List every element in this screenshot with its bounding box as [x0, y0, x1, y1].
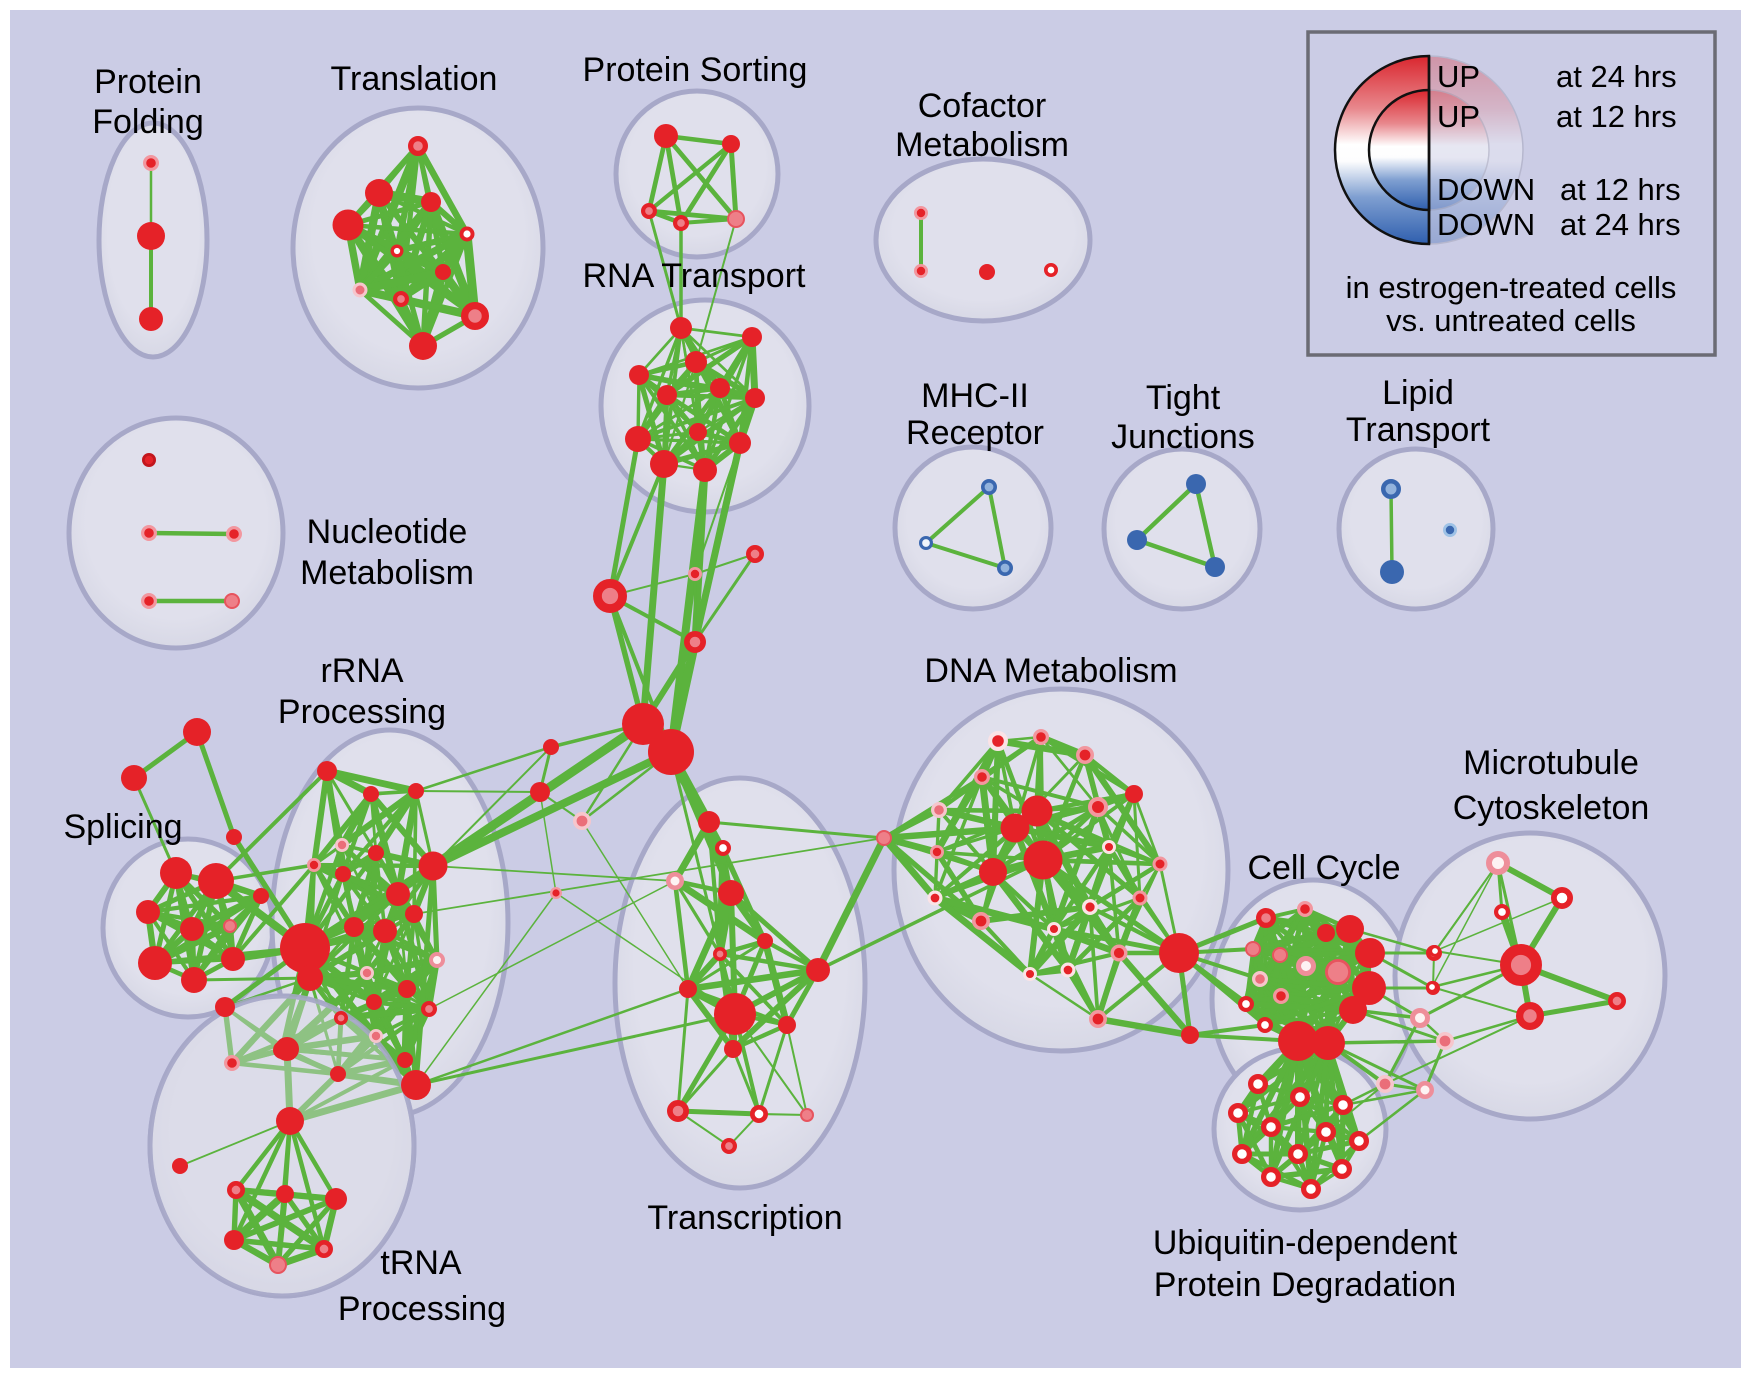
svg-text:at 12 hrs: at 12 hrs	[1556, 99, 1677, 134]
svg-text:Receptor: Receptor	[906, 414, 1044, 452]
svg-text:RNA Transport: RNA Transport	[583, 257, 807, 295]
svg-text:Junctions: Junctions	[1111, 418, 1255, 456]
svg-text:Cofactor: Cofactor	[918, 87, 1047, 125]
svg-text:Transport: Transport	[1346, 411, 1491, 449]
svg-text:rRNA: rRNA	[320, 652, 403, 690]
svg-text:Microtubule: Microtubule	[1463, 744, 1639, 782]
svg-text:vs. untreated cells: vs. untreated cells	[1386, 303, 1636, 338]
svg-text:Folding: Folding	[92, 103, 204, 141]
svg-text:Lipid: Lipid	[1382, 374, 1454, 412]
svg-text:Translation: Translation	[331, 60, 498, 98]
svg-text:Tight: Tight	[1146, 379, 1221, 417]
svg-text:Metabolism: Metabolism	[300, 554, 474, 592]
svg-text:at 24 hrs: at 24 hrs	[1556, 59, 1677, 94]
svg-text:MHC-II: MHC-II	[921, 377, 1029, 415]
svg-text:Cell Cycle: Cell Cycle	[1247, 849, 1400, 887]
svg-text:tRNA: tRNA	[380, 1244, 462, 1282]
svg-text:Metabolism: Metabolism	[895, 126, 1069, 164]
svg-text:DOWN: DOWN	[1437, 207, 1535, 242]
svg-text:at 24 hrs: at 24 hrs	[1560, 207, 1681, 242]
svg-text:Protein Sorting: Protein Sorting	[583, 51, 808, 89]
svg-text:UP: UP	[1437, 99, 1480, 134]
svg-text:Protein: Protein	[94, 63, 202, 101]
svg-text:UP: UP	[1437, 59, 1480, 94]
svg-text:DNA Metabolism: DNA Metabolism	[924, 652, 1177, 690]
svg-text:Processing: Processing	[338, 1290, 506, 1328]
svg-text:at 12 hrs: at 12 hrs	[1560, 172, 1681, 207]
svg-text:Splicing: Splicing	[63, 808, 182, 846]
svg-text:Transcription: Transcription	[647, 1199, 842, 1237]
svg-text:Ubiquitin-dependent: Ubiquitin-dependent	[1153, 1224, 1458, 1262]
svg-text:in estrogen-treated cells: in estrogen-treated cells	[1346, 270, 1677, 305]
svg-text:Processing: Processing	[278, 693, 446, 731]
svg-text:DOWN: DOWN	[1437, 172, 1535, 207]
svg-text:Protein Degradation: Protein Degradation	[1154, 1266, 1456, 1304]
svg-text:Nucleotide: Nucleotide	[307, 513, 468, 551]
svg-text:Cytoskeleton: Cytoskeleton	[1453, 789, 1650, 827]
